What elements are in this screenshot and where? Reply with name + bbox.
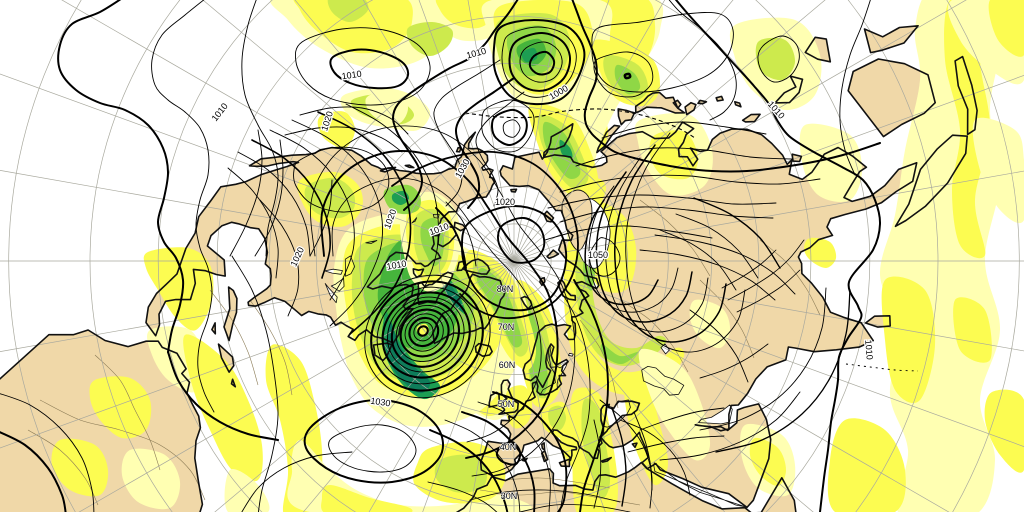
svg-text:70N: 70N	[498, 322, 515, 332]
svg-text:60N: 60N	[499, 360, 516, 370]
svg-text:40N: 40N	[500, 442, 517, 452]
svg-text:1030: 1030	[370, 396, 391, 409]
svg-text:1010: 1010	[386, 258, 407, 271]
svg-text:50N: 50N	[498, 399, 515, 409]
svg-text:80N: 80N	[497, 284, 514, 294]
svg-text:1020: 1020	[495, 197, 515, 207]
svg-text:1010: 1010	[863, 339, 875, 360]
svg-text:30N: 30N	[501, 491, 518, 501]
svg-text:1010: 1010	[341, 69, 362, 82]
svg-text:1050: 1050	[588, 250, 608, 260]
